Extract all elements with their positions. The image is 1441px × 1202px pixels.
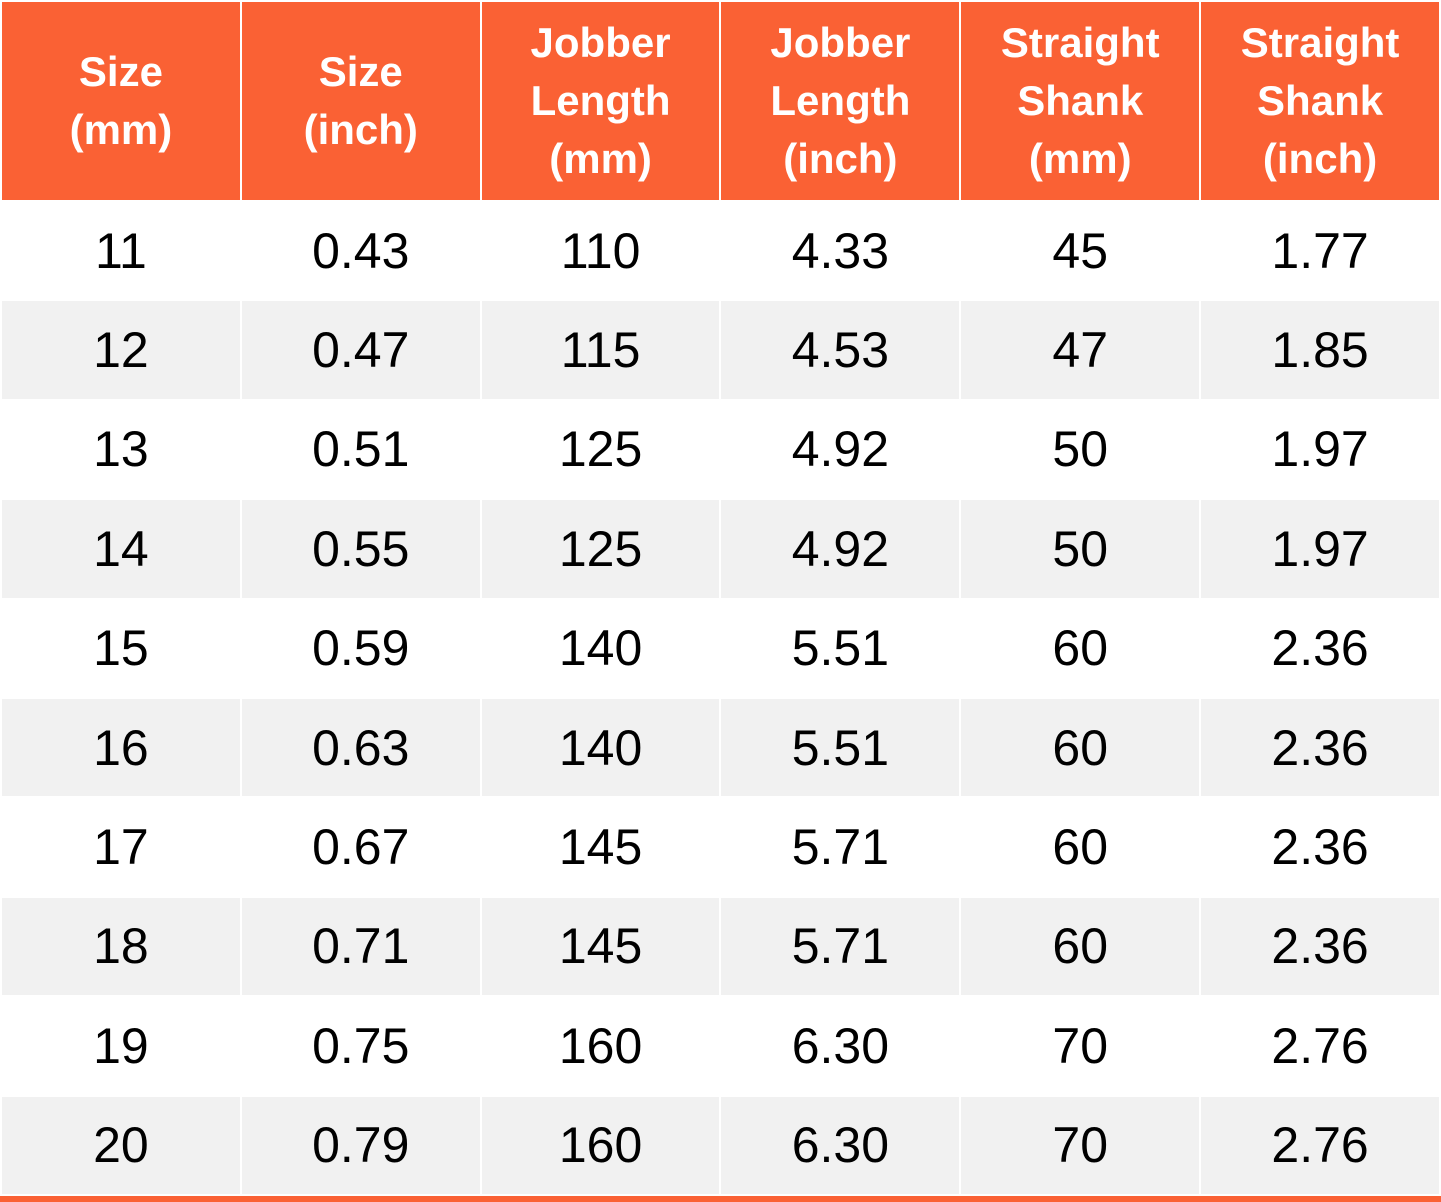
table-cell: 19 bbox=[0, 995, 242, 1097]
table-cell: 0.63 bbox=[239, 696, 482, 799]
table-cell: 13 bbox=[0, 398, 242, 501]
table-cell: 5.51 bbox=[719, 696, 962, 799]
col-header-straight-shank-inch: Straight Shank (inch) bbox=[1199, 0, 1441, 202]
table-cell: 6.30 bbox=[719, 1094, 962, 1197]
table-cell: 2.36 bbox=[1199, 696, 1441, 799]
table-row: 12 0.47 115 4.53 47 1.85 bbox=[0, 299, 1441, 401]
table-cell: 12 bbox=[0, 299, 242, 401]
col-header-size-mm: Size (mm) bbox=[0, 0, 242, 202]
table-row: 13 0.51 125 4.92 50 1.97 bbox=[0, 398, 1441, 501]
table-cell: 2.36 bbox=[1199, 796, 1441, 898]
table-cell: 0.43 bbox=[239, 199, 482, 302]
table-row: 11 0.43 110 4.33 45 1.77 bbox=[0, 199, 1441, 302]
table-cell: 140 bbox=[479, 696, 722, 799]
table-cell: 145 bbox=[479, 895, 722, 998]
table-row: 19 0.75 160 6.30 70 2.76 bbox=[0, 995, 1441, 1097]
table-cell: 6.30 bbox=[719, 995, 962, 1097]
table-cell: 5.71 bbox=[719, 895, 962, 998]
table-cell: 5.51 bbox=[719, 597, 962, 699]
bottom-accent-bar bbox=[0, 1196, 1441, 1202]
table-cell: 70 bbox=[959, 1094, 1202, 1197]
table-cell: 2.36 bbox=[1199, 895, 1441, 998]
table-cell: 50 bbox=[959, 398, 1202, 501]
table-cell: 0.75 bbox=[239, 995, 482, 1097]
table-cell: 50 bbox=[959, 498, 1202, 600]
table-cell: 1.85 bbox=[1199, 299, 1441, 401]
table-cell: 2.36 bbox=[1199, 597, 1441, 699]
table-cell: 125 bbox=[479, 498, 722, 600]
table-row: 14 0.55 125 4.92 50 1.97 bbox=[0, 498, 1441, 600]
table-cell: 0.71 bbox=[239, 895, 482, 998]
col-header-jobber-length-inch: Jobber Length (inch) bbox=[719, 0, 962, 202]
table-cell: 60 bbox=[959, 696, 1202, 799]
col-header-straight-shank-mm: Straight Shank (mm) bbox=[959, 0, 1202, 202]
table-cell: 16 bbox=[0, 696, 242, 799]
table-cell: 5.71 bbox=[719, 796, 962, 898]
table-cell: 20 bbox=[0, 1094, 242, 1197]
table-cell: 0.51 bbox=[239, 398, 482, 501]
table-cell: 125 bbox=[479, 398, 722, 501]
col-header-size-inch: Size (inch) bbox=[239, 0, 482, 202]
table-cell: 4.53 bbox=[719, 299, 962, 401]
table-cell: 60 bbox=[959, 597, 1202, 699]
table-row: 17 0.67 145 5.71 60 2.36 bbox=[0, 796, 1441, 898]
table-header: Size (mm) Size (inch) Jobber Length (mm)… bbox=[0, 0, 1441, 202]
table-cell: 160 bbox=[479, 1094, 722, 1197]
table-body: 11 0.43 110 4.33 45 1.77 12 0.47 115 4.5… bbox=[0, 199, 1441, 1197]
table-cell: 15 bbox=[0, 597, 242, 699]
table-cell: 0.79 bbox=[239, 1094, 482, 1197]
table-cell: 70 bbox=[959, 995, 1202, 1097]
table-cell: 0.47 bbox=[239, 299, 482, 401]
table-cell: 14 bbox=[0, 498, 242, 600]
table-cell: 4.92 bbox=[719, 498, 962, 600]
table-cell: 160 bbox=[479, 995, 722, 1097]
table-cell: 11 bbox=[0, 199, 242, 302]
table-cell: 45 bbox=[959, 199, 1202, 302]
table-row: 20 0.79 160 6.30 70 2.76 bbox=[0, 1094, 1441, 1197]
table-row: 16 0.63 140 5.51 60 2.36 bbox=[0, 696, 1441, 799]
table-cell: 17 bbox=[0, 796, 242, 898]
table-cell: 1.97 bbox=[1199, 498, 1441, 600]
table-cell: 0.55 bbox=[239, 498, 482, 600]
table-cell: 0.59 bbox=[239, 597, 482, 699]
table-cell: 60 bbox=[959, 895, 1202, 998]
table-cell: 4.33 bbox=[719, 199, 962, 302]
table-cell: 110 bbox=[479, 199, 722, 302]
table-cell: 115 bbox=[479, 299, 722, 401]
table-row: 18 0.71 145 5.71 60 2.36 bbox=[0, 895, 1441, 998]
table-cell: 1.77 bbox=[1199, 199, 1441, 302]
table-cell: 140 bbox=[479, 597, 722, 699]
header-row: Size (mm) Size (inch) Jobber Length (mm)… bbox=[0, 0, 1441, 202]
table-cell: 2.76 bbox=[1199, 1094, 1441, 1197]
table-cell: 4.92 bbox=[719, 398, 962, 501]
table-cell: 1.97 bbox=[1199, 398, 1441, 501]
table-cell: 2.76 bbox=[1199, 995, 1441, 1097]
table-cell: 18 bbox=[0, 895, 242, 998]
table-cell: 60 bbox=[959, 796, 1202, 898]
table-cell: 145 bbox=[479, 796, 722, 898]
table-row: 15 0.59 140 5.51 60 2.36 bbox=[0, 597, 1441, 699]
table-cell: 0.67 bbox=[239, 796, 482, 898]
col-header-jobber-length-mm: Jobber Length (mm) bbox=[479, 0, 722, 202]
table-cell: 47 bbox=[959, 299, 1202, 401]
